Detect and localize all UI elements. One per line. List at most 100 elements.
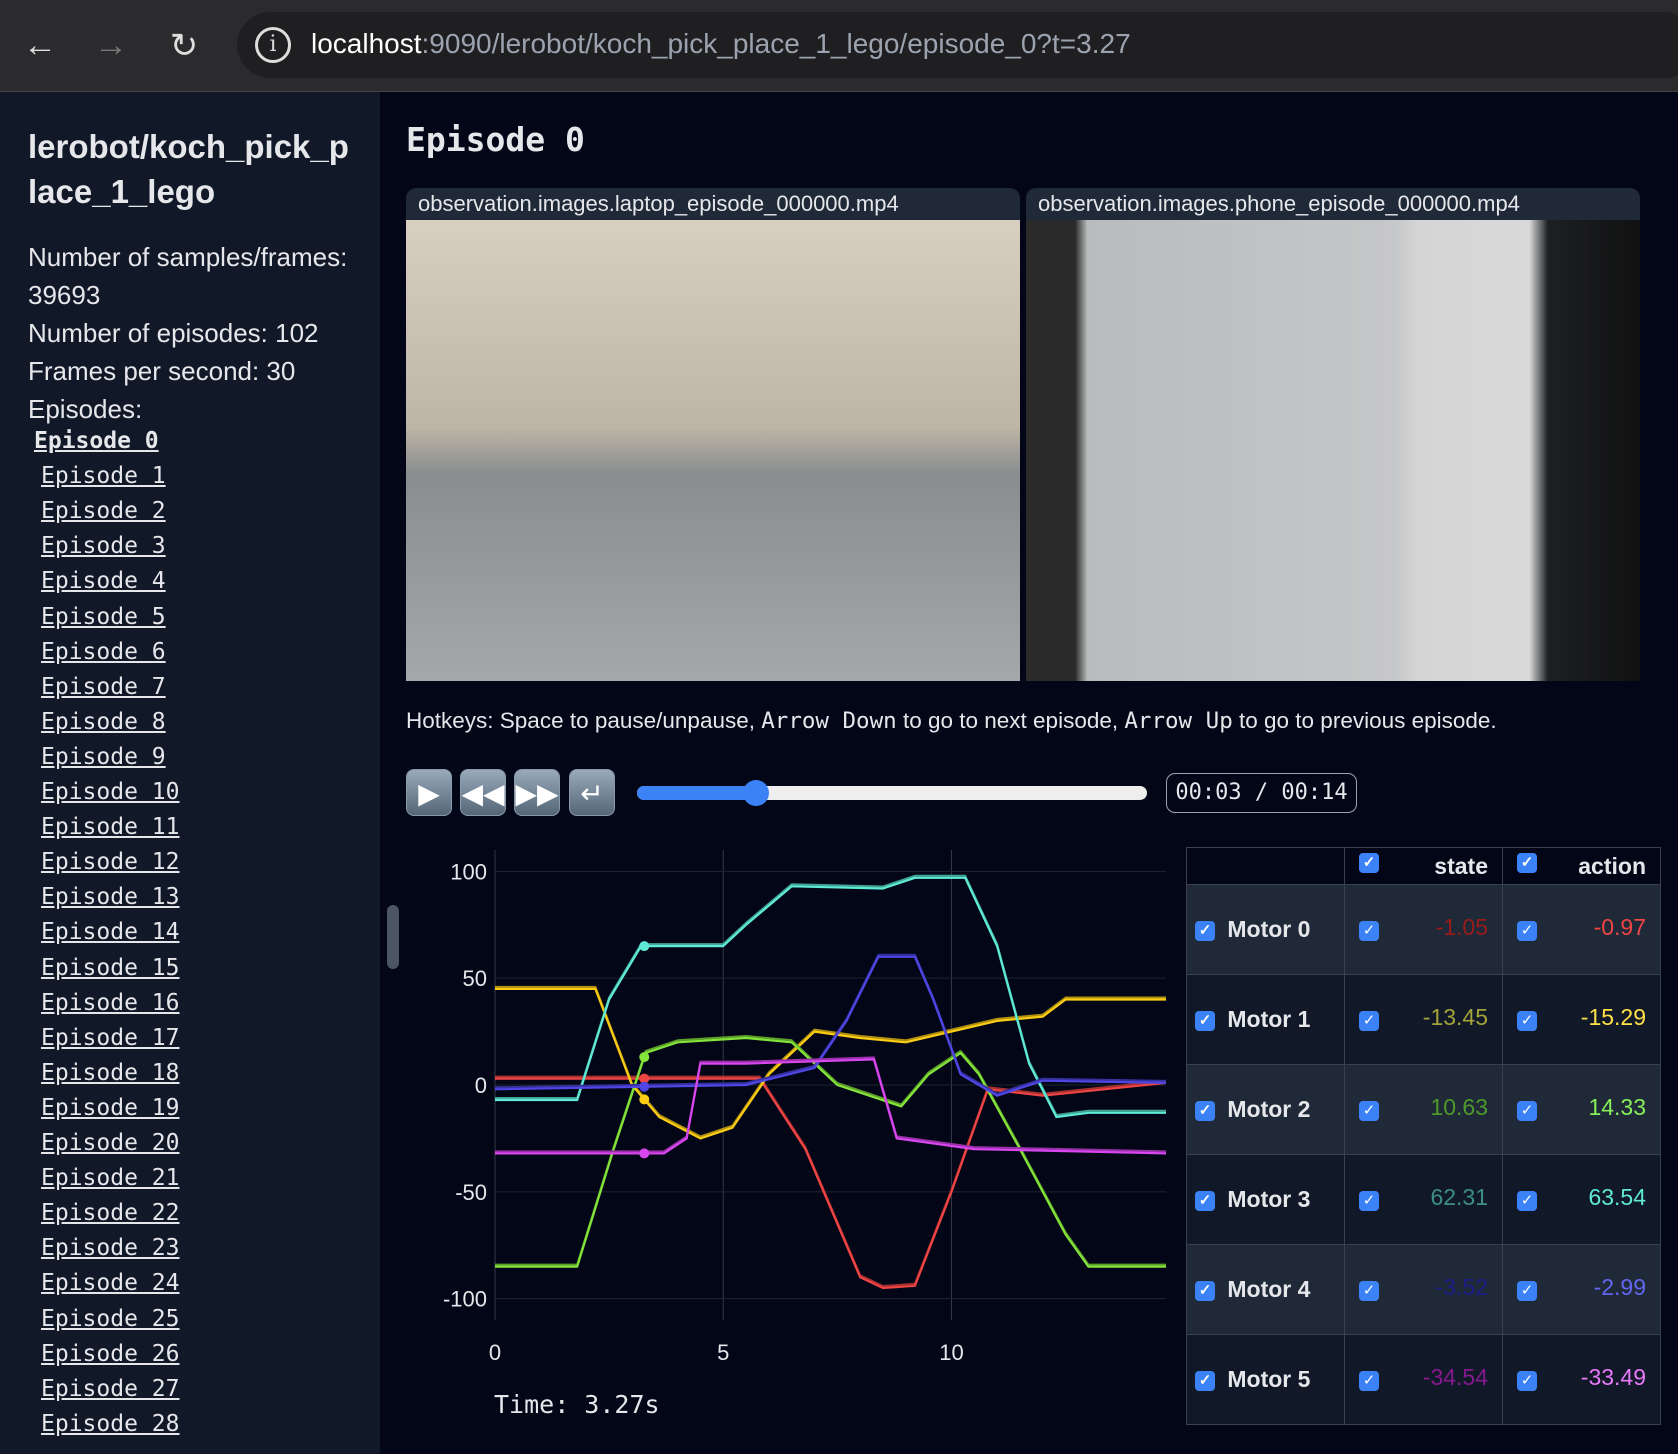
sidebar-episode-link[interactable]: Episode 18: [41, 1059, 180, 1086]
motor-name-cell: ✓ Motor 4: [1186, 1244, 1345, 1335]
sidebar-episode-link[interactable]: Episode 19: [41, 1094, 180, 1121]
sidebar-episode-link[interactable]: Episode 12: [41, 849, 180, 876]
state-toggle-checkbox[interactable]: ✓: [1359, 852, 1379, 873]
play-button[interactable]: ▶: [406, 769, 452, 816]
page-title: Episode 0: [406, 120, 585, 159]
forward-icon[interactable]: →: [94, 26, 128, 64]
video-phone[interactable]: observation.images.phone_episode_000000.…: [1026, 188, 1640, 681]
motor-checkbox[interactable]: ✓: [1195, 920, 1215, 941]
video-label: observation.images.laptop_episode_000000…: [418, 191, 899, 216]
state-value: -13.45: [1422, 1004, 1488, 1030]
action-checkbox[interactable]: ✓: [1517, 1010, 1537, 1031]
motor-name: Motor 4: [1227, 1276, 1311, 1302]
sidebar-episode-link[interactable]: Episode 5: [41, 603, 166, 630]
address-bar[interactable]: i localhost:9090/lerobot/koch_pick_place…: [237, 12, 1678, 78]
sidebar-episode-link[interactable]: Episode 24: [41, 1270, 180, 1297]
state-checkbox[interactable]: ✓: [1359, 1370, 1379, 1391]
action-value: 63.54: [1588, 1184, 1646, 1210]
sidebar-episode-link[interactable]: Episode 10: [41, 779, 180, 805]
sidebar-episode-link[interactable]: Episode 21: [41, 1165, 180, 1192]
video-frame: [406, 220, 1020, 681]
cursor-point-motor-2: [639, 1052, 650, 1063]
sidebar-episode-link[interactable]: Episode 8: [41, 708, 166, 735]
sidebar-episode-link[interactable]: Episode 3: [41, 533, 166, 560]
series-line-action-motor-0: [495, 1077, 1167, 1290]
sidebar-episode-link[interactable]: Episode 28: [41, 1410, 180, 1437]
action-cell: ✓ 63.54: [1502, 1154, 1661, 1245]
header-empty: [1186, 847, 1345, 885]
state-header: state: [1434, 852, 1488, 879]
action-checkbox[interactable]: ✓: [1517, 1190, 1537, 1211]
motor-checkbox[interactable]: ✓: [1195, 1190, 1215, 1211]
video-laptop[interactable]: observation.images.laptop_episode_000000…: [406, 188, 1020, 681]
state-checkbox[interactable]: ✓: [1359, 1010, 1379, 1031]
state-checkbox[interactable]: ✓: [1359, 1100, 1379, 1121]
action-cell: ✓ -15.29: [1502, 974, 1661, 1065]
fast-forward-button[interactable]: ▶▶: [514, 769, 560, 816]
action-toggle-checkbox[interactable]: ✓: [1517, 852, 1537, 873]
state-cell: ✓ -34.54: [1344, 1334, 1503, 1425]
rewind-button[interactable]: ◀◀: [460, 769, 506, 816]
motor-checkbox[interactable]: ✓: [1195, 1280, 1215, 1301]
y-tick-label: 50: [463, 966, 487, 991]
sidebar-episode-link[interactable]: Episode 22: [41, 1200, 180, 1227]
back-icon[interactable]: ←: [23, 26, 57, 64]
state-value: 62.31: [1430, 1184, 1488, 1210]
action-checkbox[interactable]: ✓: [1517, 920, 1537, 941]
y-tick-label: -100: [443, 1287, 487, 1312]
info-icon[interactable]: i: [255, 27, 291, 63]
state-value: -34.54: [1422, 1364, 1488, 1390]
sidebar-episode-link[interactable]: Episode 6: [41, 638, 166, 665]
action-value: -2.99: [1593, 1274, 1646, 1300]
sidebar-episode-link[interactable]: Episode 20: [41, 1130, 180, 1156]
seek-slider[interactable]: [637, 780, 1147, 806]
action-checkbox[interactable]: ✓: [1517, 1280, 1537, 1301]
sidebar-episode-link[interactable]: Episode 1: [41, 463, 166, 490]
loop-button[interactable]: ↵: [569, 769, 615, 816]
motor-name-cell: ✓ Motor 0: [1186, 884, 1345, 975]
sidebar-episode-link[interactable]: Episode 11: [41, 814, 180, 841]
cursor-point-motor-4: [639, 1081, 650, 1092]
seek-fill: [637, 786, 757, 800]
sidebar-episode-link[interactable]: Episode 27: [41, 1375, 180, 1402]
sidebar-episode-link[interactable]: Episode 7: [41, 673, 166, 700]
state-checkbox[interactable]: ✓: [1359, 1190, 1379, 1211]
dataset-title: lerobot/koch_pick_place_1_lego: [28, 128, 349, 210]
reload-icon[interactable]: ↻: [169, 27, 199, 65]
video-frame: [1026, 220, 1640, 681]
state-cell: ✓ -3.52: [1344, 1244, 1503, 1335]
motor-checkbox[interactable]: ✓: [1195, 1100, 1215, 1121]
seek-thumb[interactable]: [743, 780, 770, 806]
sidebar-episode-link[interactable]: Episode 0: [34, 428, 159, 454]
state-checkbox[interactable]: ✓: [1359, 1280, 1379, 1301]
sidebar-episode-link[interactable]: Episode 13: [41, 884, 180, 911]
sidebar-episode-link[interactable]: Episode 2: [41, 498, 166, 525]
sidebar-episode-link[interactable]: Episode 15: [41, 954, 180, 981]
sidebar-episode-link[interactable]: Episode 23: [41, 1235, 180, 1262]
state-value: -3.52: [1435, 1274, 1488, 1300]
sidebar-episode-link[interactable]: Episode 4: [41, 568, 166, 595]
sidebar-episode-link[interactable]: Episode 16: [41, 989, 180, 1016]
motor-row: ✓ Motor 5 ✓ -34.54 ✓ -33.49: [1186, 1334, 1661, 1425]
sidebar-episode-link[interactable]: Episode 14: [41, 919, 180, 946]
episodes-heading: Episodes:: [28, 394, 143, 424]
action-checkbox[interactable]: ✓: [1517, 1370, 1537, 1391]
action-cell: ✓ -2.99: [1502, 1244, 1661, 1335]
sidebar-episode-link[interactable]: Episode 9: [41, 743, 166, 770]
sidebar-scrollbar[interactable]: [387, 905, 399, 969]
cursor-point-motor-3: [639, 941, 650, 952]
browser-toolbar: ← → ↻ i localhost:9090/lerobot/koch_pick…: [0, 0, 1678, 92]
motor-name: Motor 5: [1227, 1366, 1311, 1392]
motor-checkbox[interactable]: ✓: [1195, 1010, 1215, 1031]
sidebar-episode-link[interactable]: Episode 26: [41, 1340, 180, 1367]
sidebar-episode-link[interactable]: Episode 17: [41, 1024, 180, 1051]
motor-name: Motor 3: [1227, 1186, 1311, 1212]
motor-chart[interactable]: 0 5 10 100 50 0 -50 -100: [420, 840, 1180, 1380]
state-checkbox[interactable]: ✓: [1359, 920, 1379, 941]
url-text[interactable]: localhost:9090/lerobot/koch_pick_place_1…: [311, 28, 1131, 60]
motor-row: ✓ Motor 0 ✓ -1.05 ✓ -0.97: [1186, 884, 1661, 975]
state-cell: ✓ 10.63: [1344, 1064, 1503, 1155]
motor-checkbox[interactable]: ✓: [1195, 1370, 1215, 1391]
action-checkbox[interactable]: ✓: [1517, 1100, 1537, 1121]
sidebar-episode-link[interactable]: Episode 25: [41, 1305, 180, 1332]
